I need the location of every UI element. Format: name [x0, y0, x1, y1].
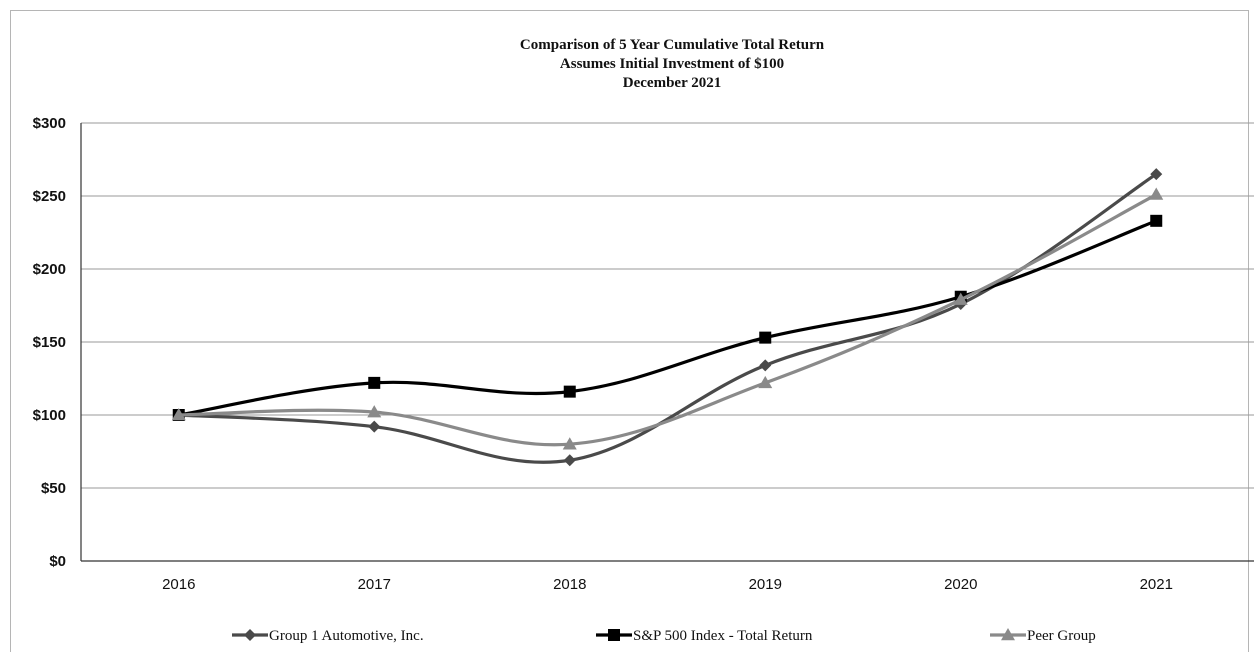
legend: Group 1 Automotive, Inc. S&P 500 Index - … [232, 628, 1096, 644]
series-line [178, 219, 1157, 417]
data-point [562, 437, 577, 450]
legend-marker [244, 629, 256, 641]
legend-marker [1001, 628, 1015, 641]
series-line [178, 172, 1158, 464]
y-tick-label: $0 [49, 553, 66, 570]
series-3 [171, 187, 1164, 450]
chart-title-line-1: Comparison of 5 Year Cumulative Total Re… [520, 37, 825, 53]
x-tick-label: 2021 [1140, 576, 1173, 593]
x-tick-label: 2019 [749, 576, 782, 593]
data-point [759, 359, 772, 372]
data-point [953, 292, 968, 305]
data-point [1150, 168, 1163, 181]
y-tick-label: $200 [33, 261, 66, 278]
x-axis-ticks: 2016 2017 2018 2019 2020 2021 [162, 576, 1173, 593]
series-2 [172, 214, 1163, 421]
x-tick-label: 2018 [553, 576, 586, 593]
y-axis-ticks: $0 $50 $100 $150 $200 $250 $300 [33, 115, 66, 570]
data-point [563, 454, 576, 467]
y-tick-label: $50 [41, 480, 66, 497]
legend-item-2: S&P 500 Index - Total Return [596, 628, 813, 644]
y-tick-label: $100 [33, 407, 66, 424]
data-point [368, 420, 381, 433]
legend-item-3: Peer Group [990, 628, 1096, 644]
data-point [1150, 214, 1163, 227]
axes [80, 123, 1254, 562]
y-tick-label: $250 [33, 188, 66, 205]
legend-item-1: Group 1 Automotive, Inc. [232, 628, 424, 644]
series-group [171, 168, 1164, 467]
legend-label: Peer Group [1027, 628, 1096, 644]
x-tick-label: 2016 [162, 576, 195, 593]
data-point [367, 405, 382, 418]
legend-label: S&P 500 Index - Total Return [633, 628, 813, 644]
x-tick-label: 2017 [358, 576, 391, 593]
chart-title: Comparison of 5 Year Cumulative Total Re… [520, 37, 825, 91]
chart-title-line-2: Assumes Initial Investment of $100 [560, 56, 784, 72]
data-point [1149, 187, 1164, 200]
series-line [178, 193, 1158, 447]
x-tick-label: 2020 [944, 576, 977, 593]
chart-title-line-3: December 2021 [623, 75, 721, 91]
legend-label: Group 1 Automotive, Inc. [269, 628, 424, 644]
data-point [759, 331, 772, 344]
gridlines [81, 122, 1254, 489]
y-tick-label: $300 [33, 115, 66, 132]
data-point [171, 408, 186, 421]
chart-frame [10, 10, 1249, 652]
data-point [563, 385, 576, 398]
data-point [758, 375, 773, 389]
data-point [368, 376, 381, 389]
legend-marker [608, 629, 620, 641]
y-tick-label: $150 [33, 334, 66, 351]
